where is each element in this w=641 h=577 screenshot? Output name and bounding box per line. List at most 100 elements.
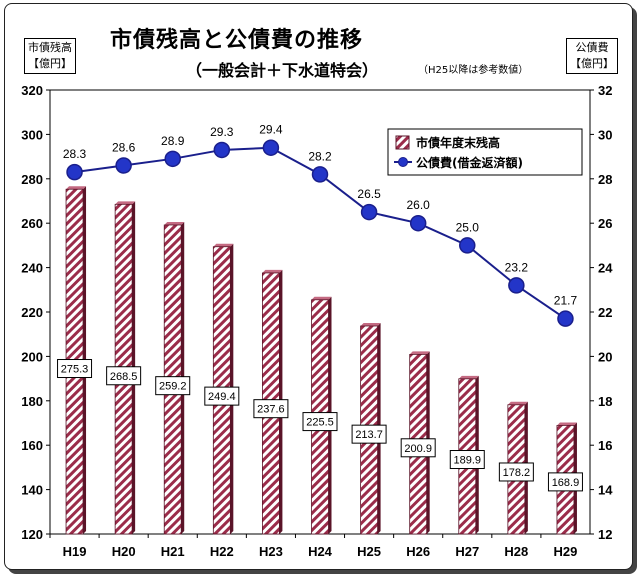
line-point: [115, 157, 132, 174]
left-tick-label: 280: [21, 172, 43, 187]
x-tick-label: H28: [504, 544, 528, 559]
line-point: [459, 237, 476, 254]
left-tick-label: 160: [21, 438, 43, 453]
bar-label-box: [547, 472, 583, 492]
left-tick-label: 220: [21, 305, 43, 320]
line-data-label: 26.5: [357, 187, 381, 201]
x-tick-label: H26: [406, 544, 430, 559]
line-data-label: 29.3: [210, 125, 234, 139]
bar-label-box: [106, 366, 142, 386]
right-tick-label: 12: [598, 527, 612, 542]
bar-data-label: 200.9: [404, 443, 432, 455]
bar-label-box: [351, 424, 387, 444]
x-tick-label: H21: [161, 544, 185, 559]
bar-top: [507, 401, 528, 405]
legend-bar-label: 市債年度末残高: [416, 135, 500, 150]
right-tick-label: 32: [598, 83, 612, 98]
bar-label-box: [302, 412, 338, 432]
x-tick-label: H23: [259, 544, 283, 559]
bar-data-label: 237.6: [257, 404, 285, 416]
bar-top: [262, 269, 283, 273]
line-point: [164, 150, 181, 168]
left-tick-label: 120: [21, 527, 43, 542]
line-data-label: 28.2: [308, 149, 332, 163]
right-tick-label: 28: [598, 172, 612, 187]
x-tick-label: H19: [63, 544, 87, 559]
line-data-label: 28.3: [63, 147, 87, 161]
bar-data-label: 275.3: [61, 364, 89, 376]
left-axis-unit: 市債残高 【億円】: [24, 38, 76, 74]
line-data-label: 26.0: [407, 198, 431, 212]
bar-data-label: 268.5: [110, 371, 138, 383]
x-tick-label: H24: [308, 544, 333, 559]
line-point: [213, 141, 231, 159]
bar-data-label: 189.9: [454, 455, 482, 467]
right-axis-unit: 公債費 【億円】: [566, 38, 618, 74]
bar-data-label: 168.9: [552, 477, 580, 489]
legend-bar-swatch: [395, 135, 410, 150]
bar-top: [409, 351, 430, 355]
right-tick-label: 30: [598, 127, 612, 142]
line-point: [311, 166, 329, 183]
right-tick-label: 22: [598, 305, 612, 320]
bar-top: [66, 186, 87, 190]
left-tick-label: 240: [21, 261, 43, 276]
x-tick-label: H29: [554, 544, 578, 559]
bar-top: [458, 375, 479, 379]
bar-data-label: 249.4: [208, 391, 236, 403]
right-tick-label: 16: [598, 438, 612, 453]
right-tick-label: 24: [598, 261, 613, 276]
bar-data-label: 259.2: [159, 381, 187, 393]
line-data-label: 21.7: [554, 294, 578, 308]
line-data-label: 23.2: [505, 260, 529, 274]
bar-top: [164, 221, 185, 225]
line-data-label: 29.4: [259, 123, 283, 137]
bar-data-label: 225.5: [306, 417, 334, 429]
bar-top: [115, 201, 136, 205]
left-tick-label: 140: [21, 483, 43, 498]
line-data-label: 25.0: [456, 220, 480, 234]
line-point: [262, 139, 280, 156]
line-point: [360, 203, 378, 221]
line-point: [508, 277, 525, 294]
x-tick-label: H22: [210, 544, 234, 559]
right-unit-line1: 公債費: [575, 41, 609, 54]
left-unit-line2: 【億円】: [28, 57, 72, 70]
legend-box: [387, 128, 583, 176]
bar-label-box: [449, 450, 485, 470]
line-point: [409, 214, 427, 232]
line-point: [557, 310, 574, 327]
right-tick-label: 14: [598, 483, 613, 498]
left-unit-line1: 市債残高: [28, 41, 72, 54]
left-tick-label: 320: [21, 83, 43, 98]
bar-label-box: [400, 438, 436, 458]
bar-data-label: 178.2: [503, 467, 531, 479]
x-tick-label: H27: [455, 544, 479, 559]
bar-label-box: [204, 386, 240, 406]
x-tick-label: H25: [357, 544, 381, 559]
left-tick-label: 200: [21, 349, 43, 364]
line-point: [66, 163, 83, 181]
legend-line-label: 公債費(借金返済額): [416, 155, 523, 170]
legend-line-marker: [398, 157, 408, 167]
left-tick-label: 300: [21, 127, 43, 142]
left-tick-label: 180: [21, 394, 43, 409]
bar-label-box: [57, 359, 93, 379]
bar-top: [213, 243, 234, 247]
bar-top: [360, 322, 381, 326]
left-tick-label: 260: [21, 216, 43, 231]
bar-label-box: [253, 399, 289, 419]
bar-top: [556, 422, 577, 426]
chart-note: （H25以降は参考数値）: [418, 65, 529, 76]
right-unit-line2: 【億円】: [570, 57, 614, 70]
chart-subtitle: （一般会計＋下水道特会）: [186, 61, 379, 80]
line-data-label: 28.6: [112, 140, 136, 154]
right-tick-label: 26: [598, 216, 612, 231]
line-data-label: 28.9: [161, 134, 185, 148]
bar-data-label: 213.7: [355, 429, 383, 441]
right-tick-label: 18: [598, 394, 612, 409]
chart-title: 市債残高と公債費の推移: [110, 28, 364, 53]
x-tick-label: H20: [112, 544, 136, 559]
bar-label-box: [498, 462, 534, 482]
